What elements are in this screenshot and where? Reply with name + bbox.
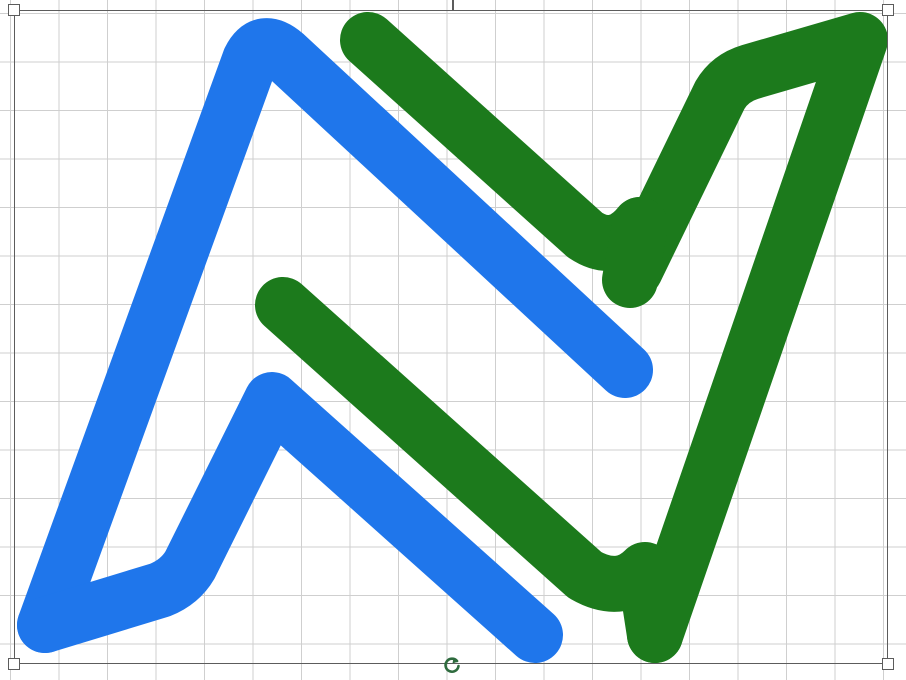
- resize-handle-bottom-left[interactable]: [8, 658, 20, 670]
- blue-zigzag-stroke-lower[interactable]: [17, 372, 563, 663]
- blue-zigzag-stroke-upper[interactable]: [17, 18, 653, 653]
- resize-handle-top-left[interactable]: [8, 4, 20, 16]
- resize-handle-bottom-right[interactable]: [882, 658, 894, 670]
- green-zigzag-stroke-corner[interactable]: [602, 197, 668, 308]
- resize-handle-top-right[interactable]: [882, 4, 894, 16]
- rotate-icon[interactable]: [441, 654, 463, 676]
- selection-top-tick: [452, 0, 454, 10]
- green-zigzag-stroke-lower[interactable]: [255, 277, 683, 663]
